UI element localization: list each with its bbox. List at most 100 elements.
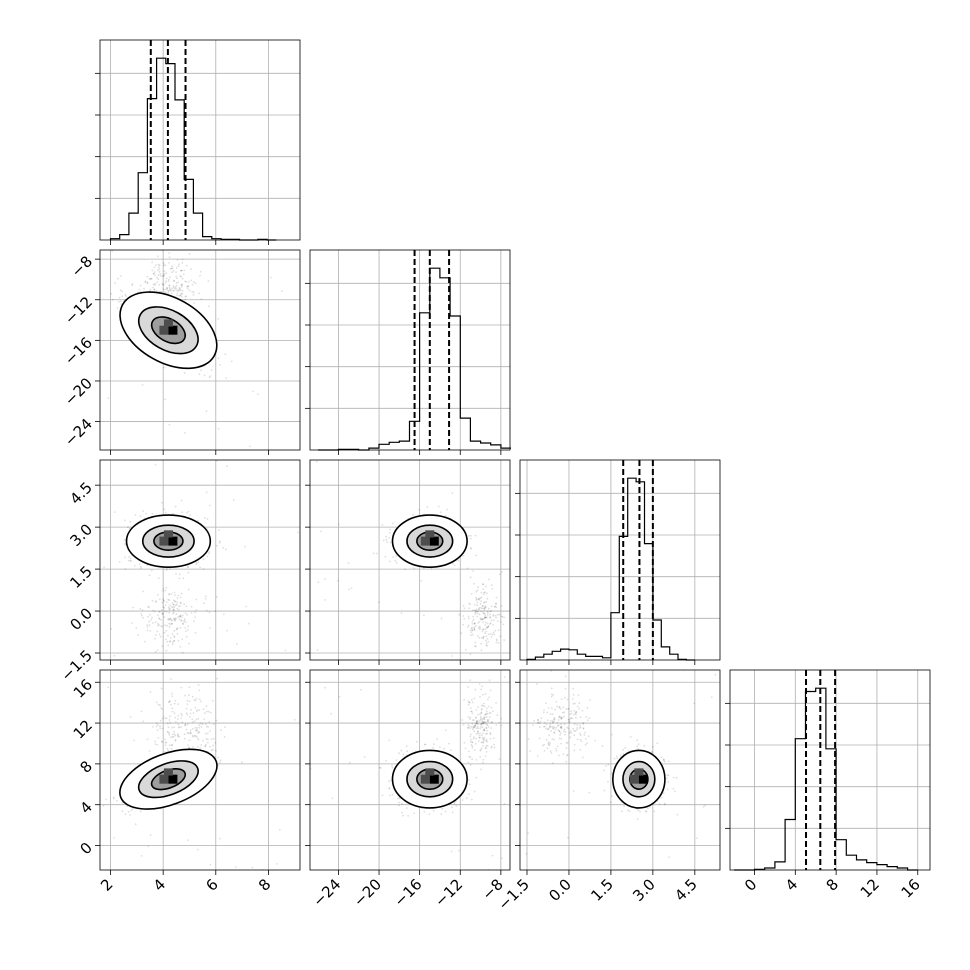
scatter-point (360, 688, 362, 691)
scatter-point (171, 695, 174, 697)
scatter-point (169, 617, 172, 620)
scatter-point (437, 505, 440, 508)
scatter-point (484, 716, 486, 719)
scatter-point (215, 719, 218, 722)
scatter-point (484, 632, 486, 635)
scatter-point (391, 793, 394, 796)
scatter-point (163, 616, 166, 618)
scatter-point (181, 277, 184, 280)
scatter-point (183, 619, 186, 622)
scatter-point (475, 590, 478, 593)
scatter-point (178, 577, 181, 580)
scatter-point (183, 432, 186, 434)
scatter-point (188, 739, 191, 742)
scatter-panel-0-2 (99, 459, 301, 661)
scatter-point (482, 611, 484, 614)
scatter-point (168, 593, 171, 596)
scatter-point (469, 603, 472, 606)
scatter-point (444, 515, 447, 517)
scatter-point (168, 599, 171, 601)
scatter-point (483, 736, 486, 739)
scatter-point (402, 753, 405, 756)
scatter-point (150, 278, 152, 280)
scatter-point (495, 724, 498, 726)
scatter-point (167, 289, 169, 292)
density-peak-cell (425, 768, 435, 776)
scatter-point (167, 292, 170, 295)
scatter-point (146, 281, 149, 284)
scatter-point (204, 597, 207, 600)
histogram-panel-2 (515, 459, 721, 661)
scatter-point (480, 591, 483, 594)
scatter-point (145, 512, 148, 515)
scatter-point (636, 745, 638, 748)
scatter-point (185, 621, 188, 623)
scatter-point (176, 259, 179, 261)
scatter-point (169, 736, 172, 739)
scatter-point (174, 600, 177, 602)
scatter-point (473, 622, 476, 625)
scatter-point (153, 288, 156, 291)
scatter-point (180, 620, 183, 622)
scatter-point (195, 562, 198, 564)
scatter-point (484, 693, 487, 695)
scatter-point (385, 759, 387, 762)
scatter-point (127, 559, 130, 562)
scatter-point (176, 601, 179, 603)
scatter-point (469, 716, 472, 719)
scatter-point (480, 725, 482, 728)
scatter-point (468, 755, 470, 758)
scatter-point (391, 766, 394, 769)
scatter-point (164, 717, 167, 720)
scatter-point (484, 713, 487, 716)
scatter-point (157, 274, 160, 277)
scatter-point (479, 727, 482, 730)
scatter-point (650, 751, 653, 754)
scatter-point (470, 627, 473, 630)
scatter-point (484, 616, 487, 619)
scatter-point (181, 614, 184, 617)
scatter-point (123, 538, 126, 541)
scatter-point (487, 640, 490, 643)
scatter-point (154, 610, 157, 613)
scatter-point (450, 749, 452, 751)
scatter-point (219, 729, 222, 732)
scatter-point (162, 598, 165, 601)
scatter-point (484, 628, 487, 631)
histogram-step-line (109, 57, 277, 241)
scatter-panel-1-2 (309, 459, 511, 661)
scatter-point (215, 596, 218, 598)
scatter-point (181, 511, 183, 514)
scatter-point (488, 679, 491, 682)
scatter-point (170, 619, 173, 621)
scatter-point (154, 650, 157, 653)
scatter-point (164, 744, 167, 747)
scatter-point (347, 562, 350, 564)
scatter-point (481, 720, 484, 723)
scatter-point (324, 686, 326, 689)
scatter-point (474, 610, 477, 613)
scatter-point (162, 715, 165, 718)
scatter-point (475, 759, 478, 761)
scatter-point (482, 704, 484, 707)
scatter-point (482, 617, 485, 620)
scatter-point (168, 284, 171, 287)
scatter-point (171, 707, 174, 710)
scatter-point (177, 714, 180, 717)
scatter-point (168, 608, 170, 610)
scatter-point (489, 613, 491, 616)
scatter-point (179, 274, 182, 277)
scatter-point (113, 511, 116, 513)
scatter-point (187, 280, 190, 283)
scatter-point (161, 601, 164, 604)
scatter-point (169, 288, 171, 290)
scatter-point (174, 699, 177, 702)
scatter-point (131, 808, 134, 810)
scatter-point (463, 698, 466, 701)
scatter-point (149, 834, 152, 837)
scatter-point (188, 252, 191, 255)
scatter-point (605, 765, 607, 767)
scatter-point (483, 728, 486, 731)
scatter-point (472, 609, 474, 611)
scatter-point (209, 863, 212, 866)
